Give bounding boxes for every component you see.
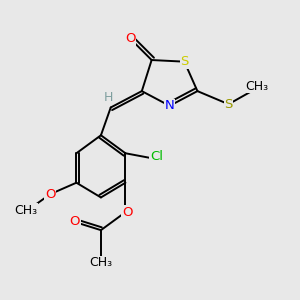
Text: CH₃: CH₃: [89, 256, 112, 269]
Text: S: S: [224, 98, 233, 111]
Text: Cl: Cl: [150, 150, 163, 163]
Text: CH₃: CH₃: [14, 204, 37, 217]
Text: O: O: [70, 215, 80, 229]
Text: O: O: [122, 206, 132, 219]
Text: N: N: [165, 99, 175, 112]
Text: O: O: [125, 32, 136, 45]
Text: H: H: [103, 91, 113, 104]
Text: S: S: [180, 55, 188, 68]
Text: CH₃: CH₃: [245, 80, 268, 93]
Text: O: O: [45, 188, 56, 201]
